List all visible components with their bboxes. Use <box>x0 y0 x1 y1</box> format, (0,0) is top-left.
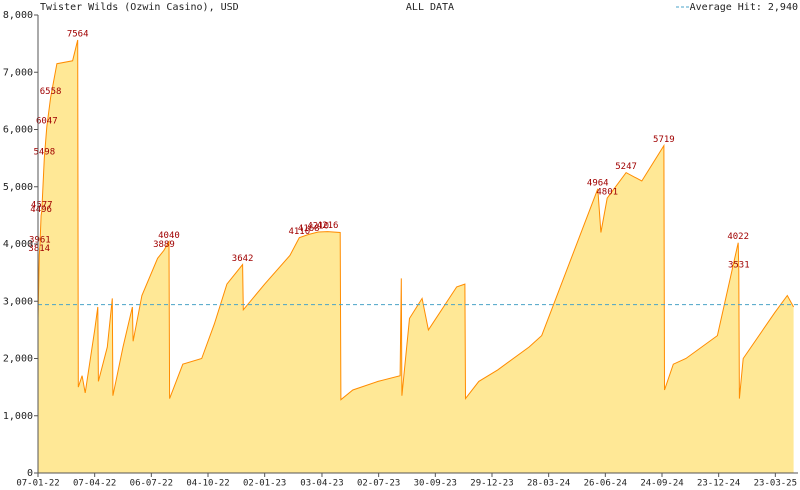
x-tick-label: 07-01-22 <box>16 479 59 489</box>
x-tick-label: 26-06-24 <box>584 479 627 489</box>
x-tick-label: 24-09-24 <box>640 479 683 489</box>
x-tick-label: 03-04-23 <box>300 479 343 489</box>
line <box>37 39 795 401</box>
value-label: 5247 <box>615 162 637 172</box>
value-label: 6047 <box>36 116 58 126</box>
x-tick-label: 06-07-22 <box>130 479 173 489</box>
y-tick-label: 8,000 <box>3 10 33 21</box>
value-label: 4168 <box>298 224 320 234</box>
value-label: 3889 <box>153 240 175 250</box>
y-tick-label: 4,000 <box>3 239 33 250</box>
y-tick-label: 5,000 <box>3 182 33 193</box>
value-label: 4496 <box>30 205 52 215</box>
y-tick-label: 7,000 <box>3 67 33 78</box>
value-label: 3961 <box>29 236 51 246</box>
legend-label: Average Hit: 2,940 <box>690 2 798 13</box>
x-tick-label: 30-09-23 <box>414 479 457 489</box>
y-tick-label: 2,000 <box>3 354 33 365</box>
value-label: 4040 <box>158 231 180 241</box>
x-tick-label: 23-03-25 <box>754 479 797 489</box>
value-label: 4216 <box>317 221 339 231</box>
x-tick-label: 02-01-23 <box>243 479 286 489</box>
value-label: 4022 <box>727 232 749 242</box>
chart-title: Twister Wilds (Ozwin Casino), USD <box>40 2 239 13</box>
x-tick-label: 28-03-24 <box>527 479 570 489</box>
value-label: 3814 <box>28 244 50 254</box>
value-label: 4801 <box>596 188 618 198</box>
value-label: 3642 <box>232 254 254 264</box>
value-label: 5719 <box>653 135 675 145</box>
value-label: 6558 <box>40 87 62 97</box>
x-tick-label: 23-12-24 <box>697 479 740 489</box>
value-label: 5498 <box>33 148 55 158</box>
y-tick-label: 6,000 <box>3 125 33 136</box>
y-tick-label: 1,000 <box>3 411 33 422</box>
value-label: 3531 <box>728 260 750 270</box>
value-label: 4964 <box>587 178 609 188</box>
chart-subtitle: ALL DATA <box>406 2 454 13</box>
y-tick-label: 3,000 <box>3 296 33 307</box>
area <box>38 40 794 473</box>
y-tick-label: 0 <box>27 468 33 479</box>
value-label: 4577 <box>31 200 53 210</box>
x-tick-label: 02-07-23 <box>357 479 400 489</box>
value-label: 7564 <box>67 29 89 39</box>
x-tick-label: 07-04-22 <box>73 479 116 489</box>
value-label: 4110 <box>288 227 310 237</box>
x-tick-label: 04-10-22 <box>186 479 229 489</box>
value-label: 4210 <box>307 221 329 231</box>
x-tick-label: 29-12-23 <box>470 479 513 489</box>
